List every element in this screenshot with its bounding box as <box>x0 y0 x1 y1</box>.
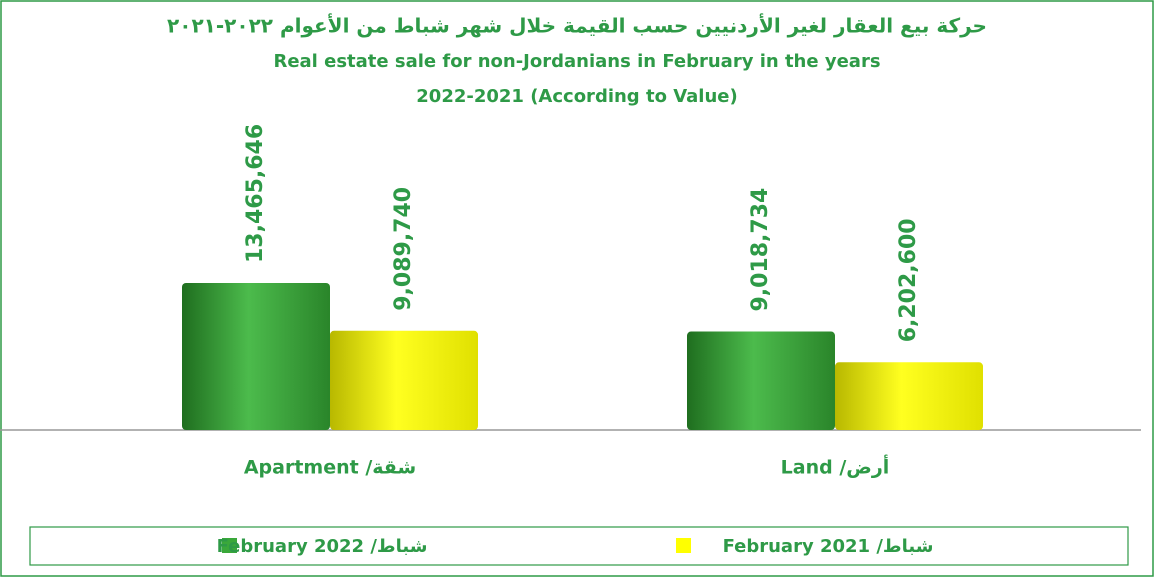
data-label: 6,202,600 <box>896 218 921 342</box>
legend-swatch <box>676 538 691 553</box>
x-tick-label: أرض/ Land <box>781 455 890 479</box>
chart-subtitle: 2022-2021 (According to Value) <box>416 86 737 107</box>
legend-label: شباط/ February 2022 <box>217 536 428 557</box>
data-label: 9,089,740 <box>391 187 416 311</box>
chart-title: حركة بيع العقار لغير الأردنيين حسب القيم… <box>167 13 987 38</box>
legend-box <box>29 526 1129 566</box>
data-label: 9,018,734 <box>748 188 773 312</box>
x-tick-label: شقة/ Apartment <box>244 457 416 479</box>
bar <box>330 330 478 430</box>
legend-swatch <box>222 538 237 553</box>
legend-label: شباط/ February 2021 <box>723 536 934 557</box>
bar <box>687 331 835 430</box>
chart-subtitle: Real estate sale for non-Jordanians in F… <box>273 51 880 72</box>
bar <box>182 283 330 430</box>
bar <box>835 362 983 430</box>
data-label: 13,465,646 <box>243 124 268 263</box>
